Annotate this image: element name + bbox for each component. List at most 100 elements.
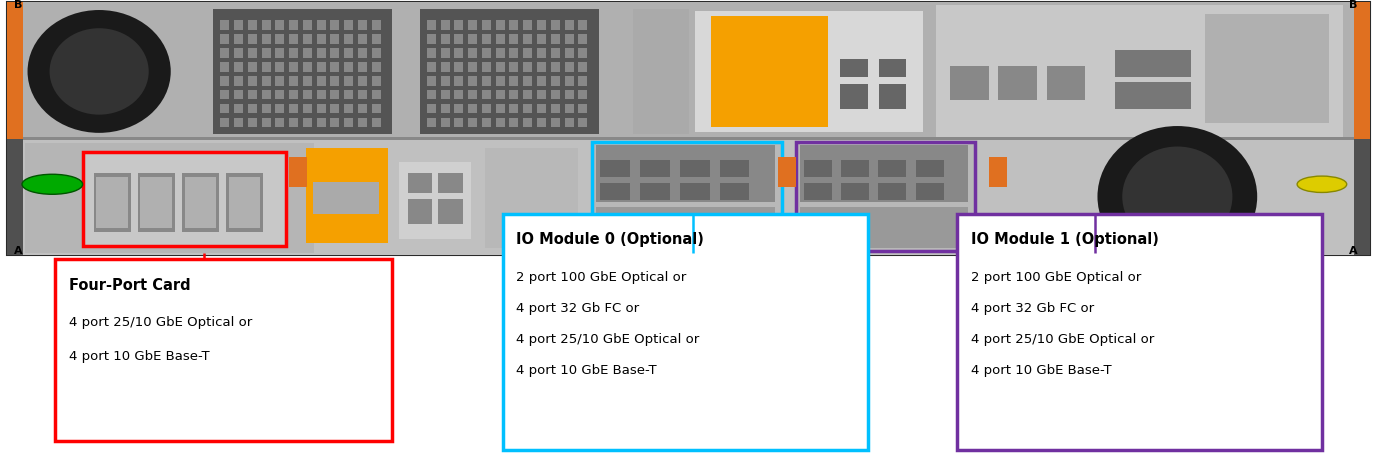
Circle shape xyxy=(1297,176,1347,192)
Bar xyxy=(220,48,229,58)
Bar xyxy=(303,34,313,44)
Bar xyxy=(496,20,504,30)
Bar xyxy=(317,62,326,71)
Bar xyxy=(408,173,432,193)
Bar xyxy=(482,34,492,44)
Bar xyxy=(358,34,368,44)
Bar xyxy=(804,183,832,200)
Bar xyxy=(275,20,285,30)
Bar xyxy=(482,48,492,58)
Bar xyxy=(234,90,244,100)
Bar xyxy=(468,117,476,127)
Bar xyxy=(441,117,449,127)
Bar xyxy=(427,20,435,30)
Bar xyxy=(551,104,560,113)
Bar xyxy=(565,104,574,113)
Bar xyxy=(468,76,476,86)
Text: IO Module 1 (Optional): IO Module 1 (Optional) xyxy=(971,232,1158,247)
Bar xyxy=(275,48,285,58)
Bar xyxy=(509,104,519,113)
Bar xyxy=(454,48,463,58)
Bar xyxy=(289,20,299,30)
Bar xyxy=(96,177,128,228)
Bar xyxy=(551,48,560,58)
Bar xyxy=(482,20,492,30)
Bar xyxy=(344,20,353,30)
Bar xyxy=(262,62,270,71)
Bar xyxy=(185,177,216,228)
Text: B: B xyxy=(1349,0,1358,10)
Bar xyxy=(303,48,313,58)
Bar xyxy=(234,34,244,44)
Bar xyxy=(306,148,388,243)
Bar xyxy=(509,76,519,86)
Bar xyxy=(720,160,749,177)
Bar xyxy=(640,183,669,200)
Bar xyxy=(800,145,968,202)
Bar xyxy=(262,48,270,58)
Bar xyxy=(578,34,588,44)
Bar xyxy=(482,117,492,127)
Bar xyxy=(454,20,463,30)
Bar xyxy=(592,142,782,251)
Bar xyxy=(1115,82,1191,109)
Bar xyxy=(289,117,299,127)
Bar xyxy=(565,34,574,44)
Text: 4 port 10 GbE Base-T: 4 port 10 GbE Base-T xyxy=(971,364,1111,377)
Bar xyxy=(496,34,504,44)
Bar xyxy=(303,76,313,86)
Bar xyxy=(438,199,463,224)
Bar xyxy=(796,142,975,251)
Bar xyxy=(454,104,463,113)
Bar xyxy=(303,117,313,127)
Bar xyxy=(262,76,270,86)
Bar xyxy=(344,76,353,86)
Bar xyxy=(441,34,449,44)
Bar xyxy=(303,62,313,71)
Bar xyxy=(220,62,229,71)
Bar xyxy=(427,90,435,100)
Bar xyxy=(372,34,380,44)
Bar xyxy=(551,20,560,30)
Bar xyxy=(916,183,943,200)
Bar xyxy=(427,117,435,127)
Bar xyxy=(441,76,449,86)
Bar xyxy=(537,34,545,44)
Bar xyxy=(537,117,545,127)
Bar xyxy=(482,76,492,86)
Bar xyxy=(220,76,229,86)
Bar xyxy=(358,20,368,30)
Bar xyxy=(317,34,326,44)
Text: 4 port 10 GbE Base-T: 4 port 10 GbE Base-T xyxy=(516,364,657,377)
Bar xyxy=(226,173,263,232)
Bar xyxy=(234,104,244,113)
Bar xyxy=(408,199,432,224)
Bar xyxy=(441,90,449,100)
Bar xyxy=(262,90,270,100)
Text: A: A xyxy=(14,246,23,256)
Bar xyxy=(936,5,1343,136)
Bar xyxy=(303,104,313,113)
Bar xyxy=(537,62,545,71)
Bar xyxy=(509,34,519,44)
Bar xyxy=(565,90,574,100)
Bar xyxy=(344,90,353,100)
Bar xyxy=(317,117,326,127)
Text: B: B xyxy=(14,0,23,10)
Bar xyxy=(1205,14,1329,123)
Bar xyxy=(565,48,574,58)
Bar xyxy=(303,20,313,30)
Bar xyxy=(523,20,532,30)
Bar xyxy=(596,145,775,202)
Bar xyxy=(317,48,326,58)
Bar xyxy=(565,76,574,86)
Bar xyxy=(317,76,326,86)
Bar xyxy=(695,11,923,132)
Bar xyxy=(399,162,471,239)
Bar xyxy=(344,62,353,71)
Bar xyxy=(454,117,463,127)
Bar xyxy=(840,84,868,109)
Bar xyxy=(372,62,380,71)
Bar xyxy=(998,66,1037,100)
Bar xyxy=(427,62,435,71)
